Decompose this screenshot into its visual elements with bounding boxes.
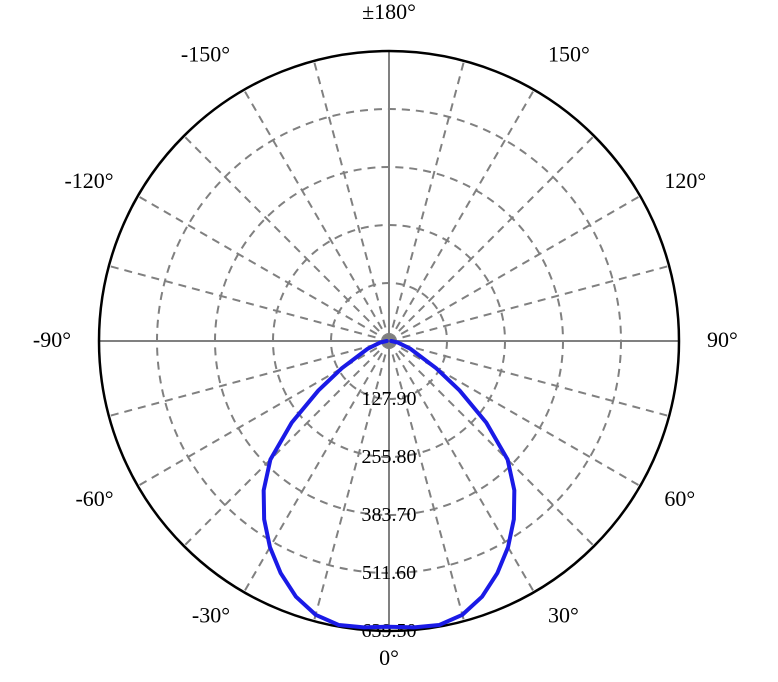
angle-label: -120°: [64, 168, 113, 193]
radial-label: 383.70: [362, 504, 417, 526]
radial-label: 127.90: [362, 388, 417, 410]
angle-label: 60°: [664, 486, 695, 511]
angle-label: ±180°: [362, 0, 416, 24]
angle-label: -90°: [33, 327, 71, 352]
angle-label: 150°: [548, 42, 590, 67]
angle-label: 0°: [379, 645, 399, 670]
angle-label: 30°: [548, 602, 579, 627]
angle-label: -60°: [75, 486, 113, 511]
grid: [99, 51, 679, 631]
angle-label: -150°: [181, 42, 230, 67]
radial-label: 639.50: [362, 620, 417, 642]
radial-label: 255.80: [362, 446, 417, 468]
polar-chart: 0° 30° 60° 90° 120° 150° ±180° -150° -120° -90° -6…: [0, 0, 778, 682]
radial-label: 511.60: [362, 562, 416, 584]
angle-label: 120°: [664, 168, 706, 193]
angle-label: -30°: [192, 602, 230, 627]
angle-label: 90°: [707, 327, 738, 352]
